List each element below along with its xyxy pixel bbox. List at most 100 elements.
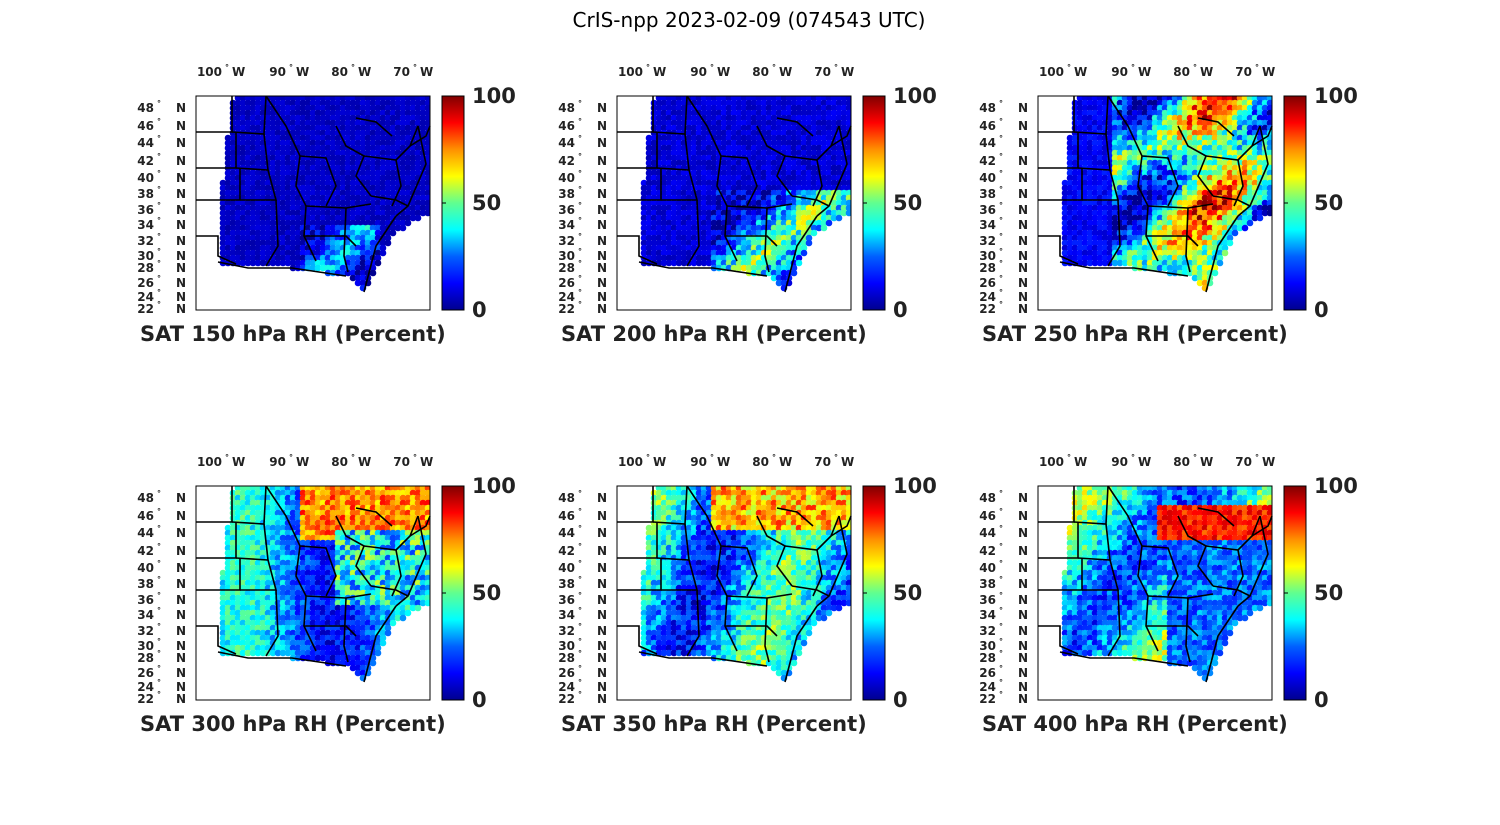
- degree-mark: °: [999, 649, 1003, 658]
- lat-tick-label: 26: [137, 666, 154, 680]
- lat-hemisphere: N: [176, 526, 186, 540]
- degree-mark: °: [578, 232, 582, 241]
- degree-mark: °: [999, 507, 1003, 516]
- lon-hemisphere: W: [1262, 65, 1275, 79]
- map-panel-200: 100 ° W 90 ° W 80 ° W 70 ° W48 ° N46 ° N44 ° N42 ° N40 ° N38 °…: [558, 63, 937, 346]
- degree-mark: °: [999, 300, 1003, 309]
- lat-hemisphere: N: [1018, 526, 1028, 540]
- degree-mark: °: [351, 453, 355, 462]
- lat-hemisphere: N: [597, 544, 607, 558]
- degree-mark: °: [578, 274, 582, 283]
- degree-mark: °: [157, 288, 161, 297]
- degree-mark: °: [772, 453, 776, 462]
- lon-tick-label: 80: [752, 455, 769, 469]
- lat-tick-label: 44: [137, 136, 154, 150]
- lat-tick-label: 24: [137, 290, 154, 304]
- degree-mark: °: [999, 542, 1003, 551]
- degree-mark: °: [578, 117, 582, 126]
- lon-hemisphere: W: [1074, 65, 1087, 79]
- lat-tick-label: 44: [137, 526, 154, 540]
- degree-mark: °: [157, 274, 161, 283]
- lat-tick-label: 44: [979, 136, 996, 150]
- lat-tick-label: 24: [137, 680, 154, 694]
- lat-tick-label: 26: [979, 276, 996, 290]
- lat-hemisphere: N: [597, 526, 607, 540]
- lon-hemisphere: W: [717, 65, 730, 79]
- degree-mark: °: [999, 117, 1003, 126]
- lat-hemisphere: N: [597, 509, 607, 523]
- lon-hemisphere: W: [296, 65, 309, 79]
- lon-hemisphere: W: [1138, 65, 1151, 79]
- lat-tick-label: 30: [558, 639, 575, 653]
- degree-mark: °: [578, 185, 582, 194]
- degree-mark: °: [157, 232, 161, 241]
- lat-hemisphere: N: [1018, 577, 1028, 591]
- degree-mark: °: [999, 169, 1003, 178]
- degree-mark: °: [289, 63, 293, 72]
- degree-mark: °: [157, 606, 161, 615]
- lon-hemisphere: W: [1200, 455, 1213, 469]
- degree-mark: °: [578, 169, 582, 178]
- lat-hemisphere: N: [597, 154, 607, 168]
- degree-mark: °: [157, 575, 161, 584]
- degree-mark: °: [999, 274, 1003, 283]
- lat-tick-label: 22: [558, 692, 575, 706]
- rh-swath: [1061, 486, 1272, 682]
- lat-tick-label: 42: [558, 154, 575, 168]
- lat-hemisphere: N: [176, 666, 186, 680]
- lat-tick-label: 44: [558, 526, 575, 540]
- degree-mark: °: [157, 678, 161, 687]
- lat-tick-label: 40: [558, 171, 575, 185]
- lat-tick-label: 24: [979, 680, 996, 694]
- colorbar-tick-label: 100: [1314, 84, 1358, 108]
- lat-tick-label: 34: [137, 218, 154, 232]
- lon-tick-label: 90: [1111, 455, 1128, 469]
- lon-hemisphere: W: [358, 455, 371, 469]
- lat-hemisphere: N: [176, 249, 186, 263]
- lat-hemisphere: N: [176, 171, 186, 185]
- degree-mark: °: [1067, 453, 1071, 462]
- degree-mark: °: [225, 453, 229, 462]
- degree-mark: °: [157, 99, 161, 108]
- lat-tick-label: 22: [558, 302, 575, 316]
- lon-hemisphere: W: [232, 65, 245, 79]
- degree-mark: °: [578, 201, 582, 210]
- degree-mark: °: [1193, 453, 1197, 462]
- lat-hemisphere: N: [176, 608, 186, 622]
- degree-mark: °: [157, 152, 161, 161]
- lon-tick-label: 80: [331, 455, 348, 469]
- lat-tick-label: 36: [137, 593, 154, 607]
- lat-hemisphere: N: [1018, 154, 1028, 168]
- map-panel-150: 100 ° W 90 ° W 80 ° W 70 ° W48 ° N46 ° N44 ° N42 ° N40 ° N38 °…: [137, 63, 516, 346]
- lat-hemisphere: N: [1018, 561, 1028, 575]
- degree-mark: °: [578, 591, 582, 600]
- lat-tick-label: 40: [137, 561, 154, 575]
- degree-mark: °: [157, 507, 161, 516]
- lat-hemisphere: N: [597, 171, 607, 185]
- degree-mark: °: [578, 300, 582, 309]
- lat-hemisphere: N: [1018, 593, 1028, 607]
- degree-mark: °: [157, 489, 161, 498]
- degree-mark: °: [157, 664, 161, 673]
- lat-hemisphere: N: [1018, 692, 1028, 706]
- lat-hemisphere: N: [1018, 101, 1028, 115]
- lat-tick-label: 46: [558, 119, 575, 133]
- lat-tick-label: 48: [558, 491, 575, 505]
- state-borders: [617, 485, 852, 683]
- lat-tick-label: 24: [558, 290, 575, 304]
- lat-tick-label: 36: [558, 203, 575, 217]
- lon-hemisphere: W: [779, 65, 792, 79]
- lat-tick-label: 26: [558, 666, 575, 680]
- lat-tick-label: 40: [137, 171, 154, 185]
- degree-mark: °: [157, 591, 161, 600]
- degree-mark: °: [578, 489, 582, 498]
- lon-tick-label: 100: [618, 455, 643, 469]
- lat-tick-label: 22: [137, 692, 154, 706]
- lat-hemisphere: N: [597, 561, 607, 575]
- lon-tick-label: 100: [1039, 455, 1064, 469]
- lon-hemisphere: W: [1074, 455, 1087, 469]
- degree-mark: °: [999, 489, 1003, 498]
- colorbar-tick-label: 0: [472, 688, 487, 712]
- lon-hemisphere: W: [1138, 455, 1151, 469]
